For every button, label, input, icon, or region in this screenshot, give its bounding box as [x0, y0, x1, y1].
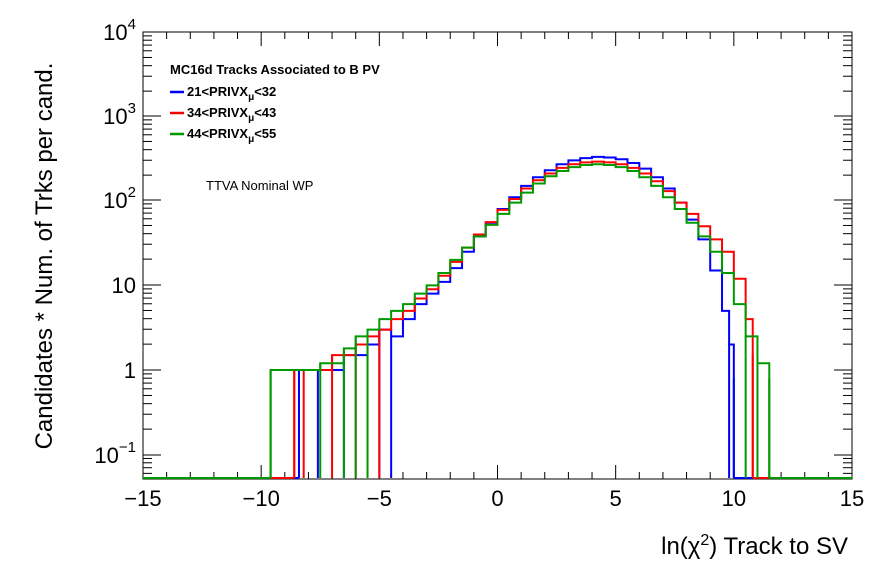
y-tick-label: 104 [103, 16, 136, 45]
series-layer [143, 155, 852, 479]
x-tick-label: 0 [491, 486, 503, 511]
x-tick-label: −15 [124, 486, 161, 511]
x-tick-label: 5 [610, 486, 622, 511]
y-tick-label: 10 [112, 273, 136, 298]
y-tick-label: 1 [124, 358, 136, 383]
series-3 [143, 163, 852, 479]
legend-entry: 44<PRIVXμ<55 [170, 126, 276, 145]
y-tick-label: 103 [103, 100, 136, 129]
series-line [269, 163, 771, 478]
x-tick-label: −5 [367, 486, 392, 511]
x-tick-label: −10 [243, 486, 280, 511]
legend-label: 34<PRIVXμ<43 [187, 105, 276, 124]
legend-entry: 34<PRIVXμ<43 [170, 105, 276, 124]
x-tick-label: 15 [840, 486, 864, 511]
x-tick-label: 10 [722, 486, 746, 511]
y-axis-title: Candidates * Num. of Trks per cand. [31, 63, 58, 450]
annotation-text: TTVA Nominal WP [206, 178, 313, 193]
legend-entry: 21<PRIVXμ<32 [170, 84, 276, 103]
legend-label: 21<PRIVXμ<32 [187, 84, 276, 103]
legend-label: 44<PRIVXμ<55 [187, 126, 276, 145]
series-line [297, 155, 735, 478]
legend: MC16d Tracks Associated to B PV 21<PRIVX… [170, 62, 380, 145]
x-axis: −15 −10 −5 0 5 10 15 [124, 32, 864, 511]
y-tick-label: 10−1 [94, 439, 136, 468]
x-axis-title: ln(χ2) Track to SV [661, 532, 848, 560]
y-tick-label: 102 [103, 184, 136, 213]
legend-title: MC16d Tracks Associated to B PV [170, 62, 380, 77]
